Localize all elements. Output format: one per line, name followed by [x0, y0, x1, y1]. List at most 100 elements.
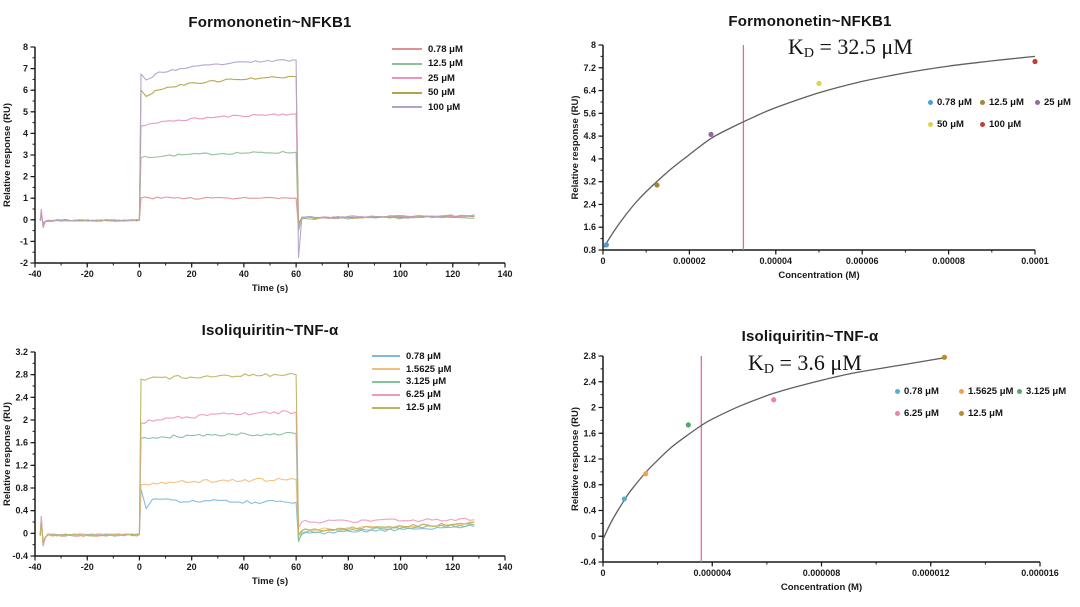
legend-label: 12.5 μM: [968, 408, 1003, 419]
panel-formononetin-sensorgram: Formononetin~NFKB1 -40 -20 0 20 40 60 80 100 120…: [0, 0, 540, 300]
svg-text:Relative response (RU): Relative response (RU): [570, 95, 581, 199]
formononetin-affinity-chart: 0 0.00002 0.00004 0.00006 0.00008 0.0001 0.8 1.…: [570, 40, 1049, 281]
svg-text:0: 0: [591, 531, 596, 541]
legend-item: 3.125 μM: [1017, 386, 1066, 397]
svg-text:100: 100: [393, 269, 408, 279]
legend-label: 25 μM: [428, 72, 455, 84]
legend-line-swatch: [392, 77, 422, 80]
svg-text:100: 100: [393, 562, 408, 572]
svg-text:120: 120: [445, 562, 460, 572]
svg-text:1.6: 1.6: [583, 222, 596, 232]
legend-line-swatch: [392, 48, 422, 51]
svg-text:0.000012: 0.000012: [912, 568, 950, 578]
legend-item: 25 μM: [1035, 97, 1071, 108]
svg-text:5: 5: [23, 107, 28, 117]
legend-label: 12.5 μM: [428, 58, 463, 70]
svg-text:0.00008: 0.00008: [932, 256, 965, 266]
legend-item: 1.5625 μM: [959, 386, 1013, 397]
svg-text:8: 8: [591, 40, 596, 50]
legend-dot-swatch: [928, 100, 933, 105]
svg-text:2: 2: [23, 415, 28, 425]
svg-text:0.00006: 0.00006: [846, 256, 879, 266]
svg-text:-2: -2: [20, 258, 28, 268]
legend-label: 100 μM: [428, 101, 461, 113]
legend-item: 50 μM: [392, 86, 463, 101]
svg-text:40: 40: [239, 269, 249, 279]
legend-label: 0.78 μM: [406, 350, 441, 362]
kd-symbol: K: [788, 34, 804, 59]
legend-item: 100 μM: [980, 119, 1021, 130]
svg-text:2.8: 2.8: [15, 370, 28, 380]
legend-item: 3.125 μM: [372, 376, 451, 389]
svg-text:1.2: 1.2: [15, 460, 28, 470]
legend-label: 12.5 μM: [989, 97, 1024, 108]
legend-dot-swatch: [895, 411, 900, 416]
svg-text:4: 4: [591, 154, 596, 164]
svg-text:1: 1: [23, 193, 28, 203]
kd-annotation: KD = 32.5 μM: [788, 34, 913, 62]
svg-text:2: 2: [23, 172, 28, 182]
legend-item: 12.5 μM: [372, 401, 451, 414]
chart-title: Isoliquiritin~TNF-α: [741, 328, 879, 345]
svg-text:0.00004: 0.00004: [760, 256, 793, 266]
svg-text:7.2: 7.2: [583, 63, 596, 73]
svg-text:0.8: 0.8: [583, 245, 596, 255]
chart-title: Isoliquiritin~TNF-α: [201, 322, 339, 339]
legend-line-swatch: [392, 91, 422, 94]
legend-label: 0.78 μM: [904, 386, 939, 397]
svg-text:0: 0: [600, 256, 605, 266]
legend-dot-swatch: [959, 389, 964, 394]
legend-item: 0.78 μM: [372, 350, 451, 363]
legend-label: 25 μM: [1044, 97, 1071, 108]
svg-text:0.00002: 0.00002: [673, 256, 706, 266]
svg-text:140: 140: [497, 269, 512, 279]
legend-line-swatch: [372, 393, 400, 396]
svg-text:Concentration (M): Concentration (M): [778, 270, 859, 281]
legend-label: 3.125 μM: [406, 376, 447, 388]
svg-text:2.4: 2.4: [583, 377, 596, 387]
svg-text:0.000008: 0.000008: [803, 568, 841, 578]
kd-value: = 32.5 μM: [819, 34, 913, 59]
kd-value: = 3.6 μM: [779, 350, 862, 375]
legend-label: 3.125 μM: [1026, 386, 1067, 397]
svg-text:3.2: 3.2: [15, 347, 28, 357]
formononetin-sensorgram-chart: -40 -20 0 20 40 60 80 100 120 140 -2 -1 0 1 2 3 4 5 6 7 8 Tim…: [2, 42, 513, 294]
svg-text:-1: -1: [20, 236, 28, 246]
svg-text:Relative response (RU): Relative response (RU): [2, 103, 13, 207]
svg-text:-0.4: -0.4: [580, 557, 596, 567]
svg-text:0: 0: [23, 528, 28, 538]
legend-label: 0.78 μM: [937, 97, 972, 108]
svg-text:6.4: 6.4: [583, 86, 596, 96]
svg-text:1.6: 1.6: [15, 438, 28, 448]
legend-label: 1.5625 μM: [968, 386, 1014, 397]
svg-text:2.8: 2.8: [583, 351, 596, 361]
svg-text:40: 40: [239, 562, 249, 572]
svg-text:-20: -20: [81, 269, 94, 279]
legend-label: 6.25 μM: [904, 408, 939, 419]
svg-text:140: 140: [497, 562, 512, 572]
svg-text:8: 8: [23, 42, 28, 52]
svg-text:0.0001: 0.0001: [1021, 256, 1049, 266]
svg-text:Relative response (RU): Relative response (RU): [2, 402, 13, 506]
svg-text:1.2: 1.2: [583, 454, 596, 464]
legend-item: 0.78 μM: [928, 97, 972, 108]
svg-text:6: 6: [23, 85, 28, 95]
chart-title: Formononetin~NFKB1: [728, 13, 892, 30]
legend-item: 25 μM: [392, 71, 463, 86]
legend-line-swatch: [372, 406, 400, 409]
svg-text:2.4: 2.4: [583, 199, 596, 209]
svg-text:0.8: 0.8: [15, 483, 28, 493]
legend-dot-swatch: [980, 122, 985, 127]
legend-item: 6.25 μM: [372, 388, 451, 401]
svg-text:0.000004: 0.000004: [693, 568, 731, 578]
svg-text:Time (s): Time (s): [252, 576, 288, 587]
svg-text:2: 2: [591, 403, 596, 413]
kd-subscript: D: [803, 46, 815, 61]
svg-text:0: 0: [600, 568, 605, 578]
legend-dot-swatch: [959, 411, 964, 416]
legend-item: 0.78 μM: [895, 386, 939, 397]
legend-label: 1.5625 μM: [406, 363, 452, 375]
svg-text:80: 80: [343, 562, 353, 572]
legend-item: 100 μM: [392, 100, 463, 115]
